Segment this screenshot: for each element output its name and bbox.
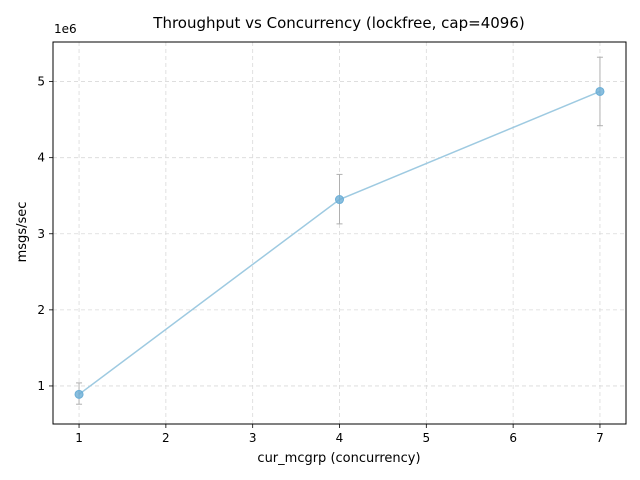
x-axis-label: cur_mcgrp (concurrency)	[257, 451, 420, 466]
grid	[53, 42, 626, 424]
axes: 1 2 3 4 5 6 7 1 2 3 4 5	[37, 75, 603, 445]
y-tick-label: 1	[37, 379, 45, 393]
y-tick-label: 2	[37, 303, 45, 317]
data-point	[335, 195, 344, 205]
y-tick-label: 5	[37, 75, 45, 89]
data-point	[595, 86, 605, 96]
x-tick-label: 5	[422, 431, 430, 445]
chart-title: Throughput vs Concurrency (lockfree, cap…	[152, 14, 524, 32]
series-layer	[74, 56, 605, 405]
data-point	[74, 389, 84, 399]
x-tick-label: 6	[509, 431, 517, 445]
y-tick-label: 4	[37, 151, 45, 165]
y-axis-offset-label: 1e6	[54, 22, 77, 36]
x-tick-label: 3	[249, 431, 257, 445]
x-tick-label: 4	[336, 431, 344, 445]
y-tick-label: 3	[37, 227, 45, 241]
x-tick-label: 7	[596, 431, 604, 445]
x-tick-label: 2	[162, 431, 170, 445]
y-axis-label: msgs/sec	[15, 202, 30, 263]
x-tick-label: 1	[75, 431, 83, 445]
